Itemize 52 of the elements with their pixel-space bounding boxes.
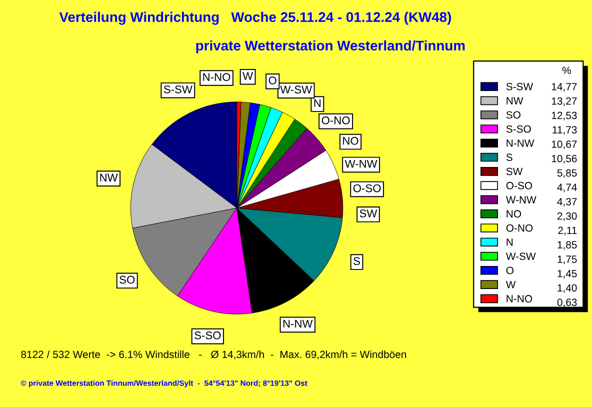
category-label: N (314, 99, 321, 107)
legend-label: W-SW (506, 252, 536, 260)
slice-label: S-SO (194, 331, 221, 340)
data-label: 10,56 (552, 154, 577, 164)
category-label: NO (343, 136, 358, 145)
data-label: 1,85 (558, 241, 577, 250)
legend-label: SW (506, 168, 523, 176)
slice-label: W (242, 72, 253, 80)
legend-label: NO (506, 210, 522, 218)
data-label: 13,27 (552, 97, 577, 106)
legend-label: NW (506, 97, 524, 104)
slice-label: O (268, 76, 276, 84)
data-label: 5,85 (557, 169, 577, 178)
data-label: 1,40 (558, 284, 577, 293)
legend-label: N-NO (506, 295, 532, 302)
data-label: 14,77 (552, 83, 577, 92)
category-label: W-NW (344, 160, 378, 168)
data-label: 2,11 (558, 226, 577, 236)
chart-subtitle: private Wetterstation Westerland/Tinnum (196, 40, 465, 54)
data-label: 1,75 (558, 256, 577, 264)
data-label: 12,53 (552, 112, 577, 120)
legend-label: W (506, 280, 516, 288)
legend-label: SO (506, 111, 520, 119)
slice-label: SW (360, 210, 378, 218)
slice-label: N-NO (203, 73, 230, 81)
category-label: O-SO (353, 184, 381, 192)
legend-label: S-SW (506, 82, 534, 90)
data-label: 2,30 (557, 212, 577, 221)
legend-label: W-NW (506, 196, 536, 204)
data-label: 10,67 (552, 140, 577, 150)
data-label: 1,45 (558, 270, 577, 278)
legend-label: N-NW (506, 140, 534, 147)
data-label: 4,74 (557, 184, 577, 192)
legend-label: O-SO (506, 182, 532, 190)
slice-label: S-SW (164, 85, 192, 94)
legend-label: S (506, 154, 512, 161)
data-label: 0,63 (557, 298, 577, 308)
legend-title: % (562, 66, 571, 74)
legend-label: S-SO (506, 125, 531, 133)
legend-label: O-NO (506, 224, 533, 232)
slice-label: W-SW (280, 86, 312, 94)
text: 8122 / 532 Werte -> 6.1% Windstille - Ø 14,3km/h - Max. 69,2km/h = Windböen (21, 350, 406, 360)
data-label: 11,73 (552, 126, 577, 135)
slice-label: N-NW (283, 320, 313, 328)
slice-label: NW (100, 174, 118, 182)
legend-label: N (506, 238, 513, 246)
category-label: O-NO (322, 116, 350, 124)
slice-label: S (354, 257, 360, 266)
chart-title: Verteilung Windrichtung Woche 25.11.24 - 01.12.24 (KW48) (59, 12, 451, 25)
legend-label: O (506, 266, 514, 274)
data-label: 4,37 (557, 198, 577, 207)
slice-label: SO (120, 276, 135, 284)
